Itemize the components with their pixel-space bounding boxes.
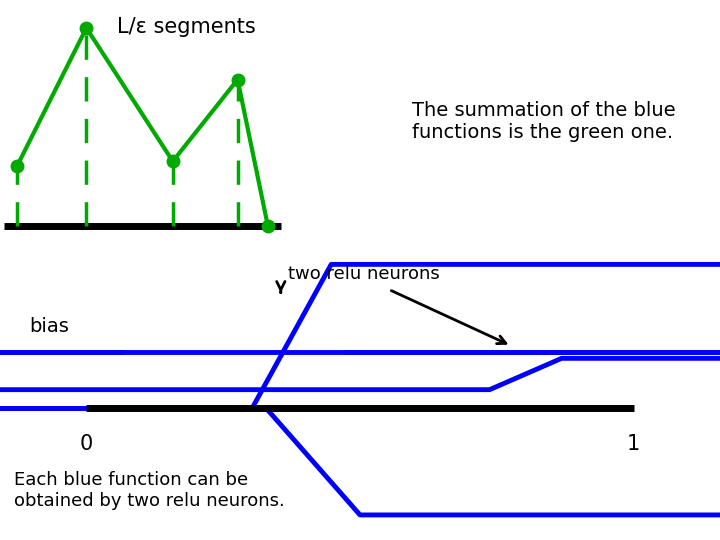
Text: L/ε segments: L/ε segments	[117, 17, 256, 37]
Text: 0: 0	[80, 434, 93, 454]
Text: The summation of the blue
functions is the green one.: The summation of the blue functions is t…	[413, 101, 676, 142]
Text: bias: bias	[29, 318, 68, 336]
Text: two relu neurons: two relu neurons	[288, 265, 440, 283]
Text: Each blue function can be
obtained by two relu neurons.: Each blue function can be obtained by tw…	[14, 471, 285, 510]
Text: 1: 1	[627, 434, 640, 454]
